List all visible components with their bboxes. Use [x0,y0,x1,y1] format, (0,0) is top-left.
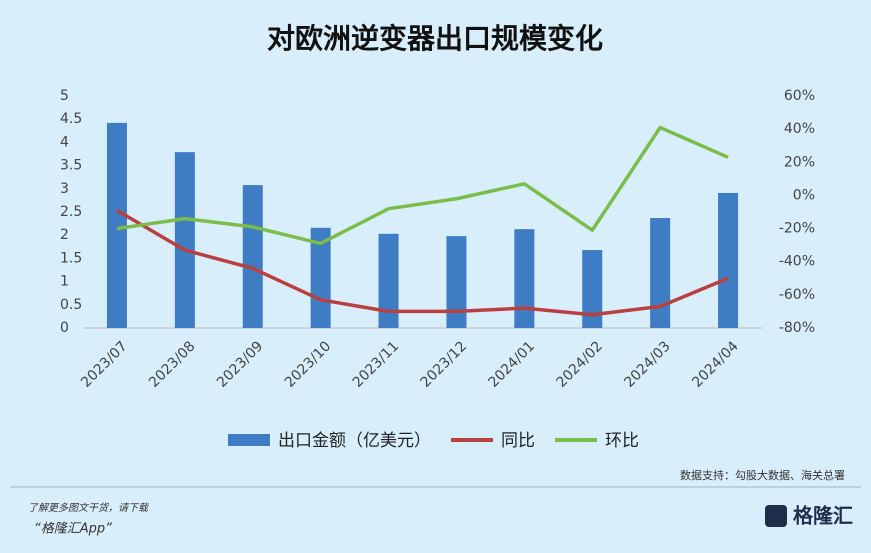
bar [582,250,603,328]
y2-tick-label: 60% [784,88,815,104]
y-tick-label: 3 [60,181,69,197]
legend-label: 同比 [501,431,535,451]
bar [242,185,263,328]
chart-title: 对欧洲逆变器出口规模变化 [267,22,603,55]
y-tick-label: 4 [60,134,69,150]
bar [106,122,127,328]
y-tick-label: 4.5 [60,111,82,127]
y2-tick-label: -80% [779,320,815,336]
source: 数据支持：勾股大数据、海关总署 [680,468,845,482]
y-tick-label: 1 [60,274,69,290]
y2-tick-label: -60% [779,287,815,303]
y2-tick-label: -40% [779,254,815,270]
bar [650,218,671,328]
bar [174,152,195,328]
y2-tick-label: 0% [793,187,815,203]
bar [310,227,331,328]
legend-swatch [228,434,270,446]
line [116,208,729,317]
brand-icon [765,505,787,527]
line [116,125,729,246]
y-tick-label: 0.5 [60,297,82,313]
bar [514,229,535,328]
y2-tick-label: 40% [784,121,815,137]
footer-text: 了解更多图文干货，请下载 [28,502,150,514]
bar [718,192,739,328]
bar [378,233,399,328]
bar [446,236,467,328]
y2-tick-label: 20% [784,154,815,170]
legend-label: 环比 [605,431,639,451]
footer-app: “格隆汇App” [34,522,112,537]
y-tick-label: 2 [60,227,69,243]
brand: 格隆汇 [793,504,853,528]
y2-tick-label: -20% [779,221,815,237]
y-tick-label: 1.5 [60,250,82,266]
legend-label: 出口金额（亿美元） [278,431,431,451]
y-tick-label: 5 [60,88,69,104]
y-tick-label: 0 [60,320,69,336]
y-tick-label: 3.5 [60,158,82,174]
y-tick-label: 2.5 [60,204,82,220]
